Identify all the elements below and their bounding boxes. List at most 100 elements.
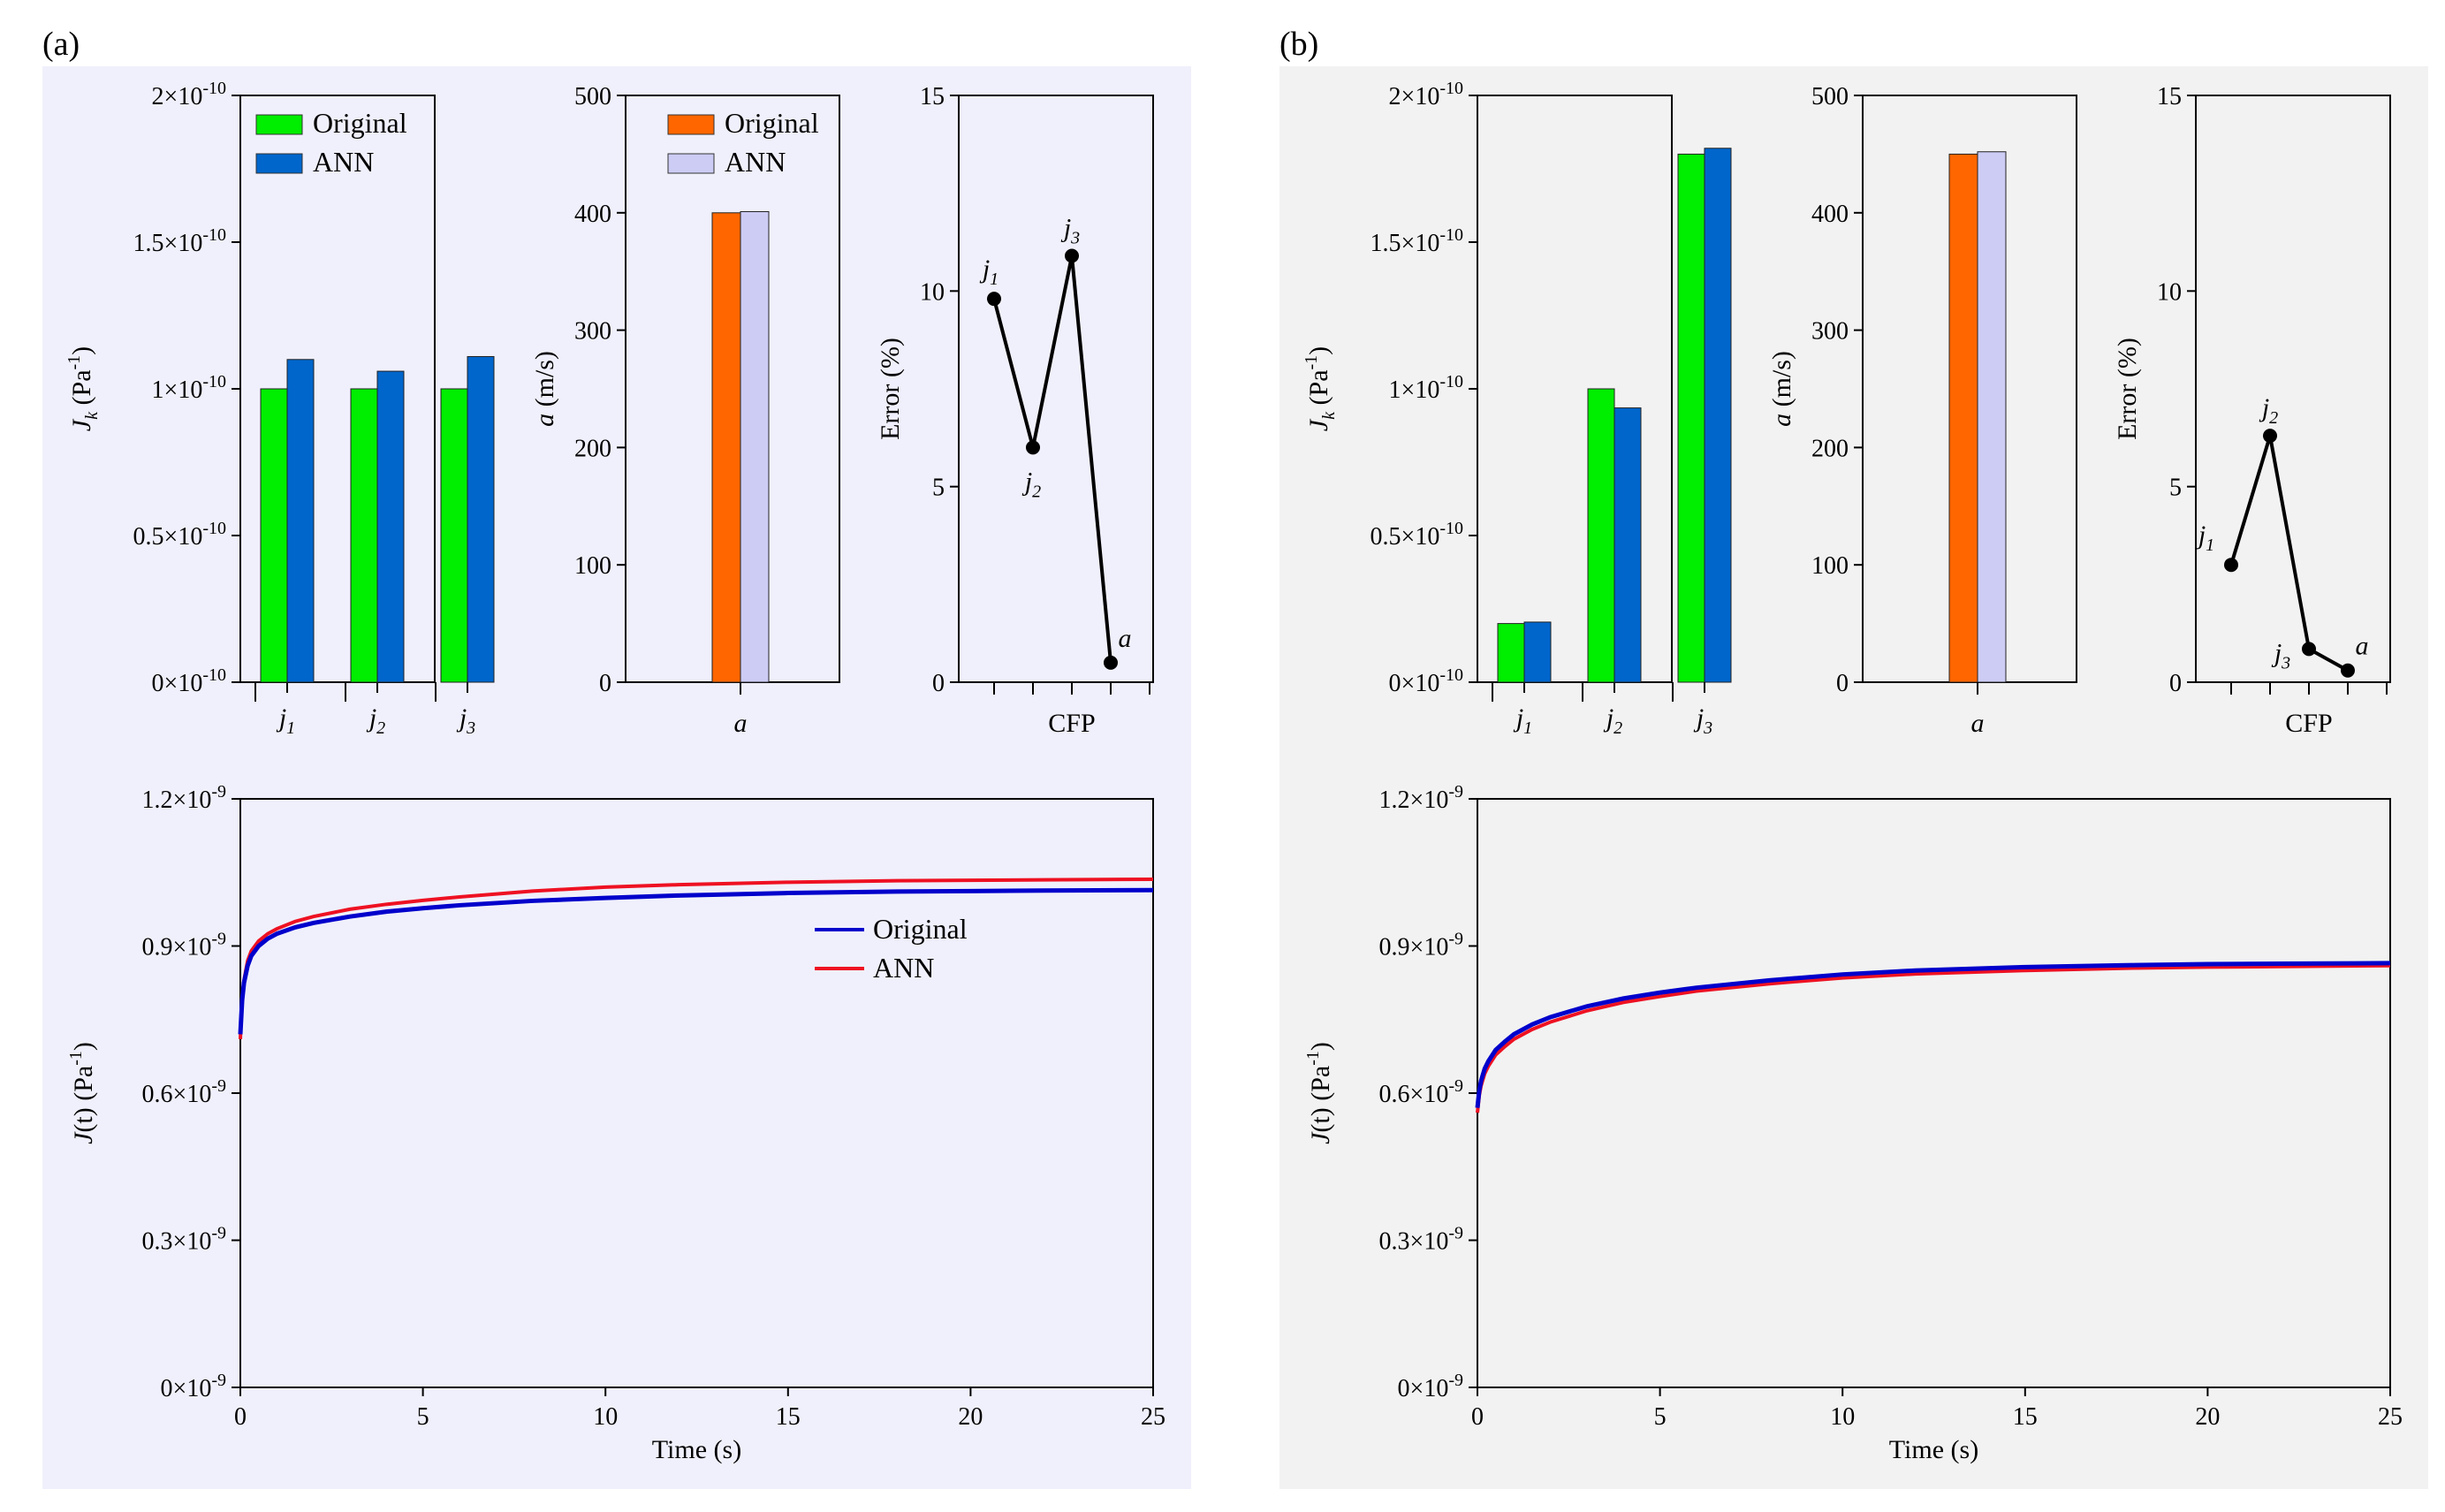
chart-a-jt: 0×10-9 0.3×10-9 0.6×10-9 0.9×10-9 1.2×10-9 J(… xyxy=(66,782,1166,1464)
y-tick-label: 2×10-10 xyxy=(152,79,226,110)
legend-label: ANN xyxy=(313,146,374,178)
bar xyxy=(467,355,495,683)
x-tick-label: j2 xyxy=(366,703,385,738)
chart-b-err: 0 5 10 15 Error (%) j1 j2 j3 a CFP xyxy=(2113,83,2391,738)
x-tick-label: a xyxy=(1119,624,1132,653)
x-axis-title: CFP xyxy=(1048,709,1095,738)
error-point xyxy=(2224,558,2238,573)
legend-label: ANN xyxy=(873,952,934,984)
y-tick-label: 0.9×10-9 xyxy=(142,930,226,961)
y-tick-label: 5 xyxy=(932,475,945,502)
y-tick-label: 0×10-9 xyxy=(161,1371,226,1402)
x-tick-label: 0 xyxy=(1471,1403,1484,1431)
y-tick-label: 400 xyxy=(574,201,611,228)
bar xyxy=(286,359,315,683)
y-tick-label: 5 xyxy=(2169,475,2182,502)
x-tick-label: 20 xyxy=(2195,1403,2220,1431)
y-axis-title: J(t) (Pa-1) xyxy=(1303,1042,1335,1144)
x-tick-label: j1 xyxy=(1513,703,1532,738)
x-tick-label: j3 xyxy=(1693,703,1712,738)
x-tick-label: 15 xyxy=(2013,1403,2038,1431)
y-tick-label: 1.5×10-10 xyxy=(133,225,226,257)
charts: (a) (b) 0×10-10 0.5×10-10 1×10-10 1.5×10-10 2×… xyxy=(42,26,2403,1464)
y-tick-label: 1.5×10-10 xyxy=(1371,225,1463,257)
x-tick-label: j1 xyxy=(276,703,295,738)
y-tick-label: 0 xyxy=(932,670,945,697)
y-tick-label: 300 xyxy=(574,318,611,346)
y-tick-label: 1.2×10-9 xyxy=(1379,782,1463,814)
x-tick-label: 20 xyxy=(958,1403,983,1431)
bar xyxy=(1614,407,1642,683)
panel-background xyxy=(1279,66,2428,1489)
error-point xyxy=(987,292,1001,307)
y-tick-label: 1×10-10 xyxy=(152,372,226,404)
legend-swatch xyxy=(255,153,303,174)
y-axis-title: Error (%) xyxy=(2113,338,2142,440)
y-tick-label: 0.3×10-9 xyxy=(1379,1224,1463,1256)
axis-frame xyxy=(958,95,1154,683)
y-tick-label: 0.9×10-9 xyxy=(1379,930,1463,961)
y-tick-label: 500 xyxy=(574,83,611,110)
panel-background xyxy=(42,66,1191,1489)
error-point xyxy=(2341,663,2355,678)
y-tick-label: 0.5×10-10 xyxy=(1371,519,1463,551)
y-tick-label: 10 xyxy=(2157,278,2182,306)
x-tick-label: j1 xyxy=(2195,520,2214,555)
bar xyxy=(1587,388,1615,683)
error-point xyxy=(1104,655,1118,670)
x-tick-label: a xyxy=(734,709,748,738)
y-axis-title: Error (%) xyxy=(876,338,905,440)
x-tick-label: 5 xyxy=(1654,1403,1667,1431)
y-tick-label: 0 xyxy=(599,670,611,697)
bar xyxy=(1497,623,1525,683)
legend-label: Original xyxy=(725,107,819,139)
bar xyxy=(1948,153,1978,683)
y-tick-label: 10 xyxy=(920,278,945,306)
x-tick-label: j3 xyxy=(456,703,475,738)
y-tick-label: 0 xyxy=(1836,670,1849,697)
x-tick-label: 5 xyxy=(417,1403,429,1431)
x-tick-label: a xyxy=(2356,632,2369,661)
error-point xyxy=(2302,642,2316,657)
y-tick-label: 15 xyxy=(2157,83,2182,110)
bar xyxy=(260,388,288,683)
y-tick-label: 100 xyxy=(1811,552,1849,580)
bar xyxy=(1704,148,1732,683)
x-tick-label: j2 xyxy=(2259,393,2278,428)
series-line xyxy=(238,887,1154,1035)
error-point xyxy=(1065,248,1079,263)
y-tick-label: 1.2×10-9 xyxy=(142,782,226,814)
bar xyxy=(350,388,378,683)
panel-backgrounds xyxy=(42,66,2428,1489)
bar xyxy=(1977,151,2007,683)
legend-label: ANN xyxy=(725,146,786,178)
x-tick-label: 10 xyxy=(1830,1403,1855,1431)
bar xyxy=(740,210,770,683)
bar xyxy=(376,370,405,683)
legend-label: Original xyxy=(873,913,968,945)
y-axis-title: Jk (Pa-1) xyxy=(65,346,102,431)
error-point xyxy=(2263,429,2277,444)
x-tick-label: 10 xyxy=(593,1403,618,1431)
panel-label: (b) xyxy=(1279,26,1318,63)
chart-a-err: 0 5 10 15 Error (%) j1 j2 j3 a CFP xyxy=(876,83,1154,738)
y-tick-label: 0.6×10-9 xyxy=(1379,1076,1463,1108)
error-line xyxy=(992,255,1112,664)
y-tick-label: 0 xyxy=(2169,670,2182,697)
chart-b-jt: 0×10-9 0.3×10-9 0.6×10-9 0.9×10-9 1.2×10-9 J(… xyxy=(1303,782,2403,1464)
bar xyxy=(711,212,741,683)
x-tick-label: 0 xyxy=(234,1403,247,1431)
legend-label: Original xyxy=(313,107,407,139)
y-tick-label: 200 xyxy=(574,435,611,462)
panel-label: (a) xyxy=(42,26,80,63)
chart-b-jk: 0×10-10 0.5×10-10 1×10-10 1.5×10-10 2×10-10 J… xyxy=(1302,79,1732,738)
x-tick-label: j1 xyxy=(979,255,999,289)
series-line xyxy=(1475,961,2391,1108)
y-tick-label: 200 xyxy=(1811,435,1849,462)
y-tick-label: 100 xyxy=(574,552,611,580)
x-axis-title: CFP xyxy=(2285,709,2332,738)
y-tick-label: 0×10-9 xyxy=(1398,1371,1463,1402)
y-axis-title: J(t) (Pa-1) xyxy=(66,1042,98,1144)
error-point xyxy=(1026,440,1040,455)
